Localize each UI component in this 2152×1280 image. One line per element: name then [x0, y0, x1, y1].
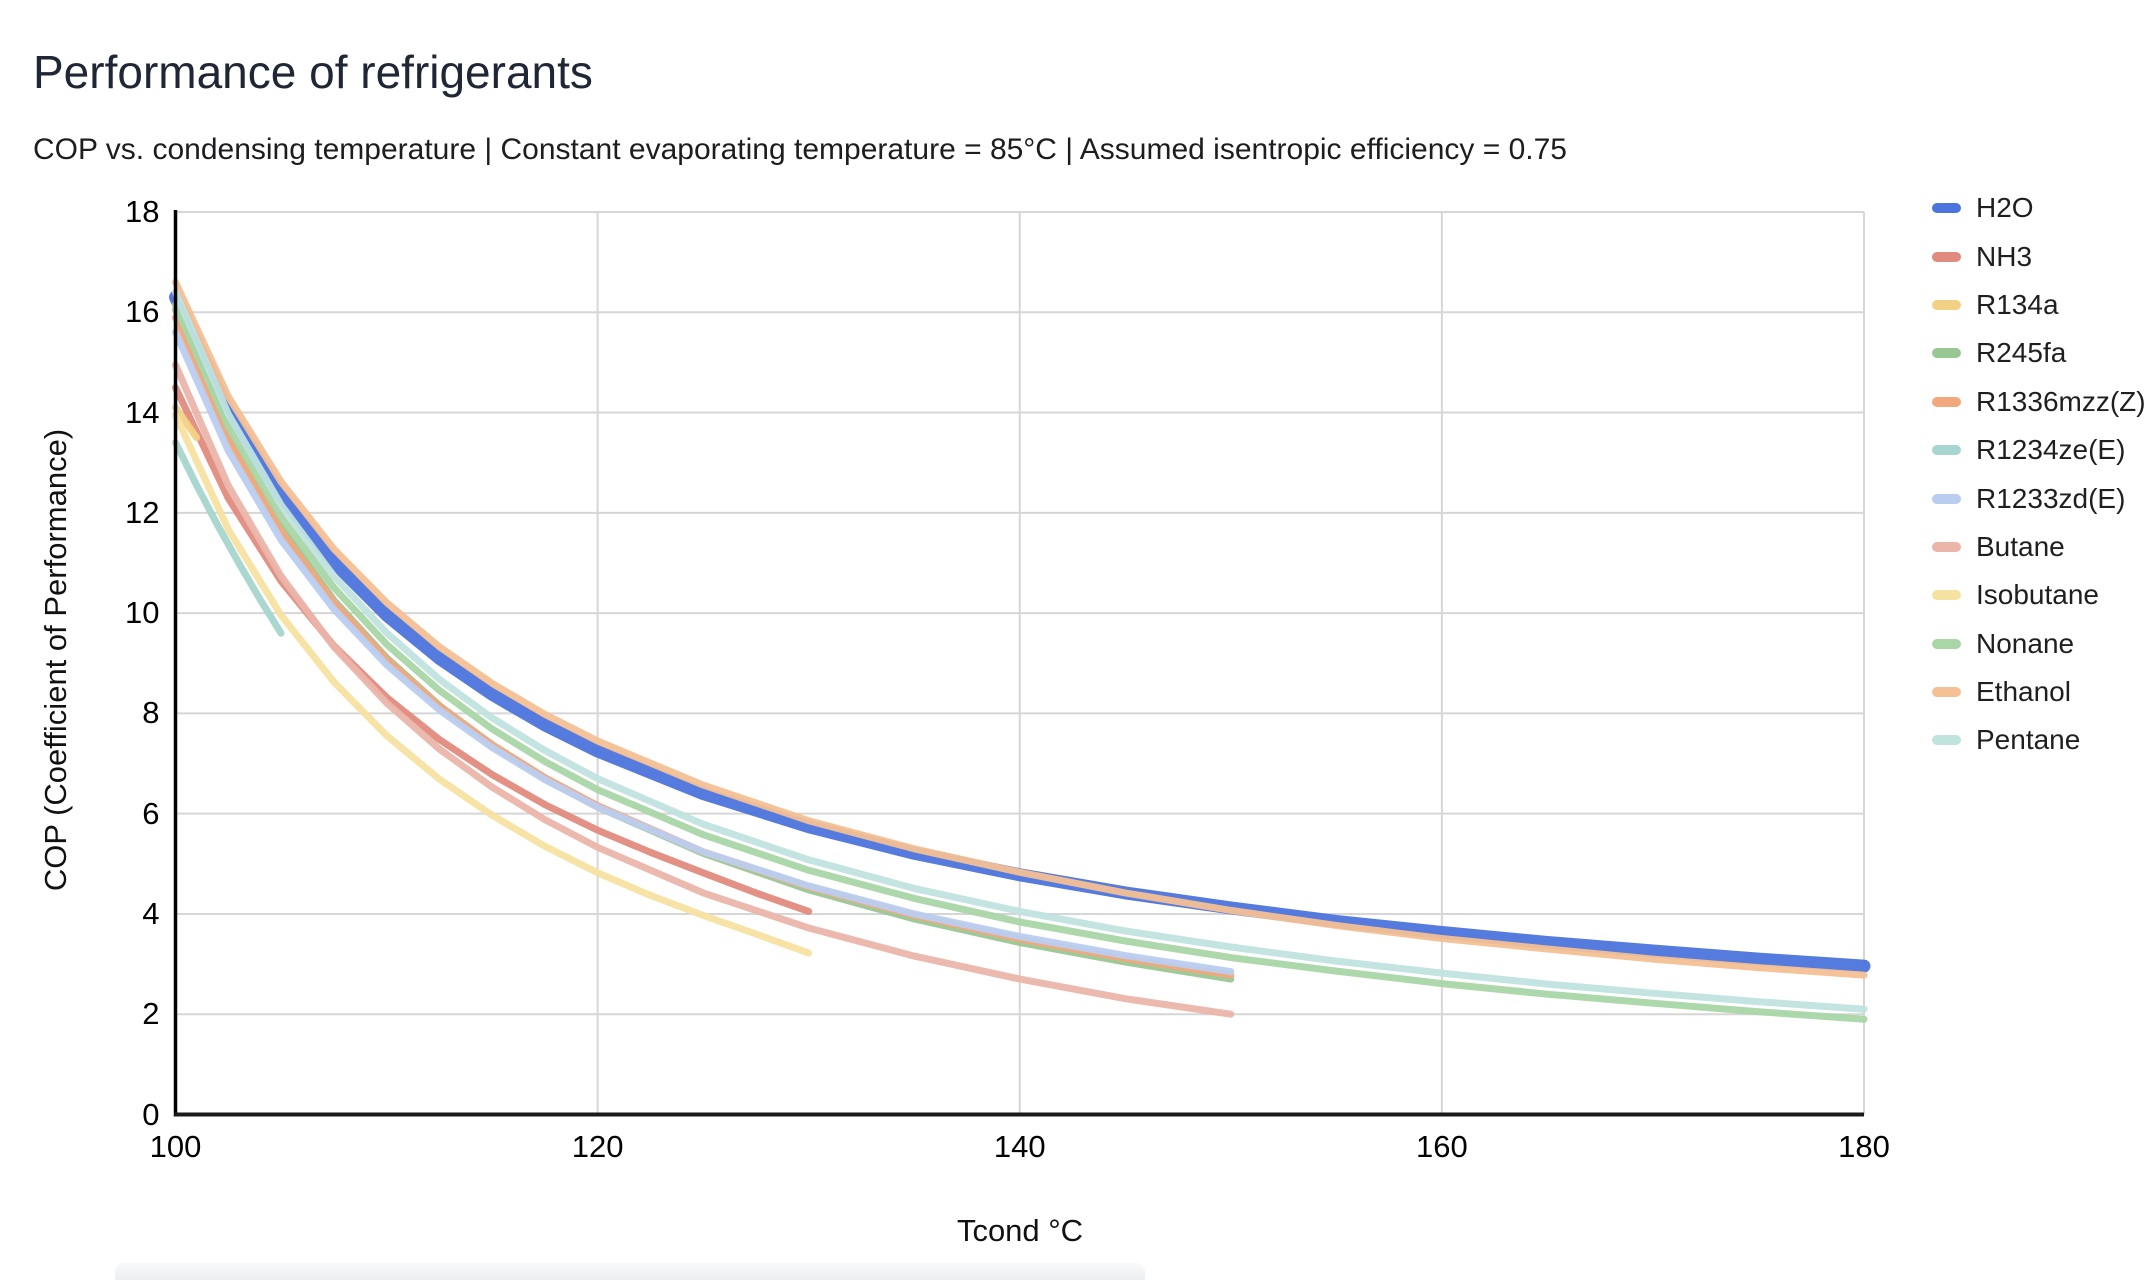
x-tick-label: 160 [1416, 1128, 1468, 1164]
x-tick-label: 100 [149, 1128, 202, 1164]
legend-label: H2O [1976, 192, 2034, 224]
legend-swatch-R134a [1932, 299, 1961, 310]
legend: H2O NH3 R134a R245fa R1336mzz(Z) R1234ze(E) R1… [1932, 184, 2150, 765]
series-line-R1233zd(E)[interactable] [172, 328, 1235, 976]
x-tick-label: 180 [1838, 1128, 1890, 1164]
legend-swatch-R1233zd(E) [1932, 493, 1961, 504]
legend-item-R1234ze(E)[interactable]: R1234ze(E) [1932, 426, 2150, 474]
legend-item-R134a[interactable]: R134a [1932, 281, 2150, 329]
legend-item-R1233zd(E)[interactable]: R1233zd(E) [1932, 474, 2150, 522]
x-tick-label: 120 [571, 1128, 624, 1164]
legend-swatch-Ethanol [1932, 687, 1961, 698]
legend-swatch-R1336mzz(Z) [1932, 396, 1961, 407]
y-tick-label: 14 [125, 394, 160, 430]
legend-label: R1233zd(E) [1976, 482, 2126, 514]
legend-swatch-H2O [1932, 203, 1961, 214]
y-tick-label: 10 [125, 595, 160, 631]
axes [173, 210, 1864, 1117]
legend-item-R245fa[interactable]: R245fa [1932, 329, 2150, 377]
legend-label: R1234ze(E) [1976, 434, 2126, 466]
legend-swatch-Butane [1932, 541, 1961, 552]
legend-item-R1336mzz(Z)[interactable]: R1336mzz(Z) [1932, 378, 2150, 426]
legend-swatch-R245fa [1932, 348, 1961, 359]
legend-label: Butane [1976, 530, 2065, 562]
x-axis-title: Tcond °C [956, 1213, 1084, 1248]
gridlines [175, 211, 1865, 1115]
y-tick-label: 12 [125, 494, 160, 530]
legend-label: Nonane [1976, 627, 2075, 659]
series-line-H2O[interactable] [169, 290, 1871, 973]
y-tick-label: 4 [142, 895, 160, 931]
legend-swatch-Pentane [1932, 735, 1961, 746]
legend-label: Pentane [1976, 724, 2081, 756]
series-line-R1234ze(E)[interactable] [172, 439, 285, 637]
chart-subtitle: COP vs. condensing temperature | Constan… [33, 133, 1567, 166]
y-tick-label: 18 [125, 194, 160, 229]
legend-item-Butane[interactable]: Butane [1932, 523, 2150, 571]
legend-swatch-Isobutane [1932, 590, 1961, 601]
legend-label: NH3 [1976, 240, 2033, 272]
legend-swatch-NH3 [1932, 251, 1961, 262]
series-line-Ethanol[interactable] [172, 278, 1868, 979]
legend-item-Pentane[interactable]: Pentane [1932, 716, 2150, 764]
series-line-R134a[interactable] [172, 404, 201, 442]
y-tick-label: 16 [125, 294, 160, 330]
series-line-Butane[interactable] [172, 361, 1235, 1018]
series-lines [169, 278, 1871, 1023]
legend-swatch-Nonane [1932, 638, 1961, 649]
series-line-Isobutane[interactable] [172, 411, 813, 957]
y-axis-title: COP (Coefficient of Performance) [38, 428, 73, 892]
legend-label: R245fa [1976, 337, 2067, 369]
y-tick-label: 2 [142, 996, 160, 1032]
legend-item-Ethanol[interactable]: Ethanol [1932, 668, 2150, 716]
y-tick-label: 0 [142, 1096, 160, 1132]
chart-title: Performance of refrigerants [33, 45, 593, 98]
legend-label: Ethanol [1976, 676, 2071, 708]
legend-item-Isobutane[interactable]: Isobutane [1932, 571, 2150, 619]
legend-label: R134a [1976, 288, 2059, 320]
legend-item-NH3[interactable]: NH3 [1932, 232, 2150, 280]
legend-label: Isobutane [1976, 579, 2099, 611]
series-line-Nonane[interactable] [172, 301, 1868, 1023]
legend-swatch-R1234ze(E) [1932, 445, 1961, 456]
x-tick-label: 140 [993, 1128, 1046, 1164]
legend-item-Nonane[interactable]: Nonane [1932, 620, 2150, 668]
bottom-scrollbar[interactable] [115, 1263, 1145, 1280]
y-tick-label: 6 [142, 795, 160, 831]
legend-label: R1336mzz(Z) [1976, 385, 2146, 417]
legend-item-H2O[interactable]: H2O [1932, 184, 2150, 232]
series-line-Pentane[interactable] [172, 288, 1868, 1013]
y-tick-label: 8 [142, 695, 160, 731]
